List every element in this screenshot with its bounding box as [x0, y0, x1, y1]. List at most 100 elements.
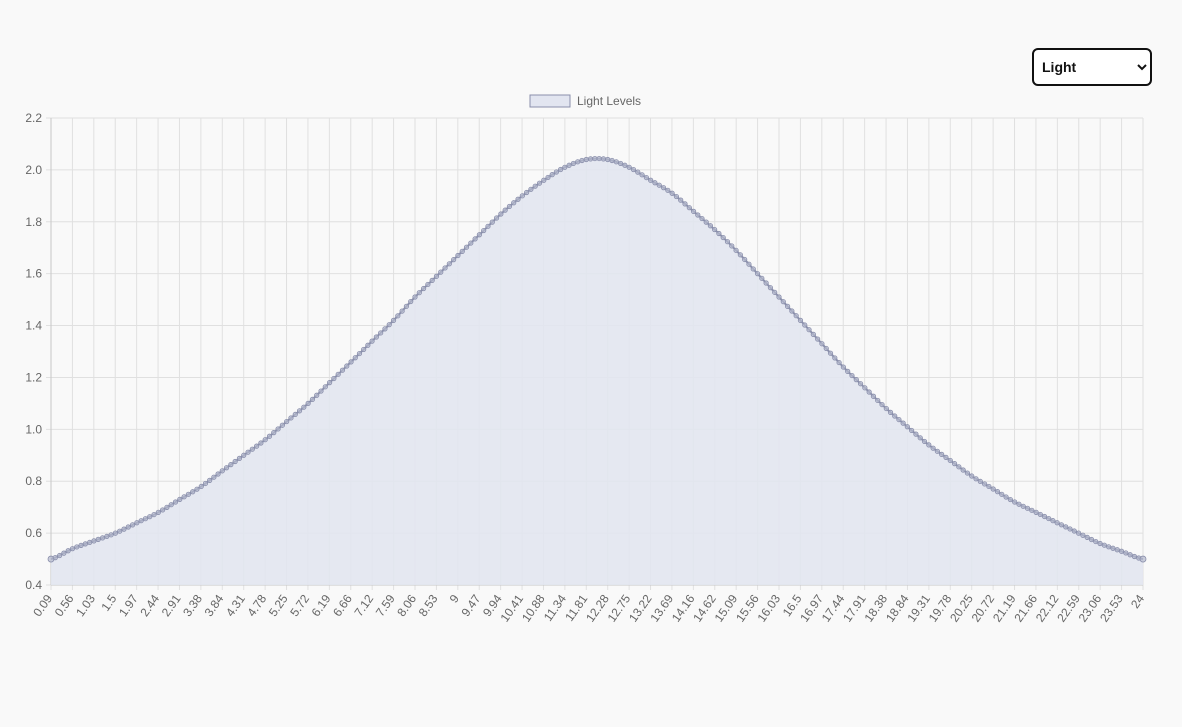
x-tick-label: 9.47 [459, 592, 484, 619]
data-point [104, 533, 110, 540]
data-point [74, 544, 80, 550]
data-point [151, 511, 157, 518]
data-point [506, 203, 513, 210]
data-point [956, 464, 962, 470]
data-point [943, 454, 949, 460]
data-point [1007, 496, 1013, 503]
data-point [1076, 530, 1082, 536]
data-point [635, 169, 641, 175]
metric-select[interactable]: Light [1032, 48, 1152, 86]
data-point [185, 491, 191, 497]
data-point [810, 331, 816, 337]
x-tick-label: 8.06 [394, 592, 419, 619]
y-tick-label: 1.2 [25, 370, 42, 384]
data-point [528, 186, 534, 192]
data-point [1063, 524, 1069, 530]
data-point [772, 289, 778, 295]
data-point [485, 223, 491, 229]
data-point [875, 397, 881, 404]
data-point [797, 317, 804, 323]
data-point [412, 294, 418, 300]
data-point [767, 285, 774, 291]
data-point [322, 384, 328, 390]
x-tick-label: 8.53 [416, 592, 441, 619]
data-point [759, 275, 765, 281]
data-point [879, 401, 885, 408]
data-point [622, 162, 628, 168]
data-point [716, 230, 722, 237]
data-point [1118, 548, 1125, 554]
data-point [913, 431, 919, 437]
data-point [160, 507, 166, 513]
data-point [712, 226, 718, 233]
data-point [1131, 553, 1138, 560]
data-point [904, 424, 910, 430]
x-tick-label: 11.34 [541, 592, 569, 624]
x-tick-label: 7.12 [351, 592, 376, 619]
data-point [331, 375, 337, 382]
data-point [900, 420, 906, 426]
data-point [1123, 550, 1129, 556]
data-point [926, 442, 932, 448]
y-tick-label: 1.0 [25, 422, 42, 436]
data-point [994, 489, 1001, 495]
data-point [930, 445, 936, 451]
data-point [618, 160, 624, 167]
x-tick-label: 9 [447, 592, 462, 606]
data-point [373, 334, 379, 340]
series-area-light-levels [51, 158, 1143, 585]
data-point [502, 207, 508, 213]
y-tick-label: 2.2 [25, 111, 42, 125]
data-point [853, 377, 859, 383]
data-point [1024, 505, 1031, 511]
data-point [592, 155, 598, 162]
data-point [840, 364, 846, 370]
data-point [836, 359, 842, 366]
data-point [866, 389, 872, 395]
data-point [138, 518, 144, 524]
data-point [909, 427, 915, 434]
data-point [630, 166, 637, 173]
data-point [425, 281, 431, 288]
data-point [223, 465, 230, 471]
y-axis-ticks: 0.4 0.6 0.8 1.0 1.2 1.4 1.6 1.8 2.0 2.2 [25, 111, 42, 592]
data-point [181, 494, 187, 500]
data-point [1020, 503, 1026, 509]
data-point [673, 193, 680, 200]
data-point [361, 346, 367, 353]
data-point [870, 393, 877, 399]
data-point [656, 182, 662, 188]
data-point [117, 528, 123, 534]
data-point [61, 550, 67, 556]
data-point [570, 160, 576, 167]
data-point [951, 461, 958, 467]
data-point [468, 240, 474, 246]
data-point [344, 363, 350, 369]
data-point [1127, 552, 1133, 558]
data-point [190, 489, 196, 495]
data-point [1050, 518, 1056, 524]
data-point [613, 159, 619, 165]
data-point [416, 290, 422, 296]
data-point [489, 219, 495, 225]
data-point [862, 385, 868, 391]
x-tick-label: 23.53 [1097, 592, 1126, 625]
data-point [493, 215, 500, 221]
data-point [969, 473, 975, 479]
x-tick-label: 5.25 [266, 592, 291, 619]
data-point [977, 478, 983, 485]
data-point [1046, 515, 1052, 522]
x-tick-label: 4.31 [223, 592, 248, 619]
data-point [746, 261, 752, 267]
data-point [147, 514, 153, 520]
data-point [481, 227, 487, 234]
data-point [532, 183, 538, 189]
data-point [108, 532, 114, 538]
data-point [703, 219, 709, 225]
data-point [207, 477, 213, 483]
chart-legend[interactable]: Light Levels [529, 94, 641, 108]
data-point [245, 449, 251, 455]
data-point [857, 381, 864, 387]
data-point [309, 396, 316, 403]
data-point [438, 269, 444, 275]
